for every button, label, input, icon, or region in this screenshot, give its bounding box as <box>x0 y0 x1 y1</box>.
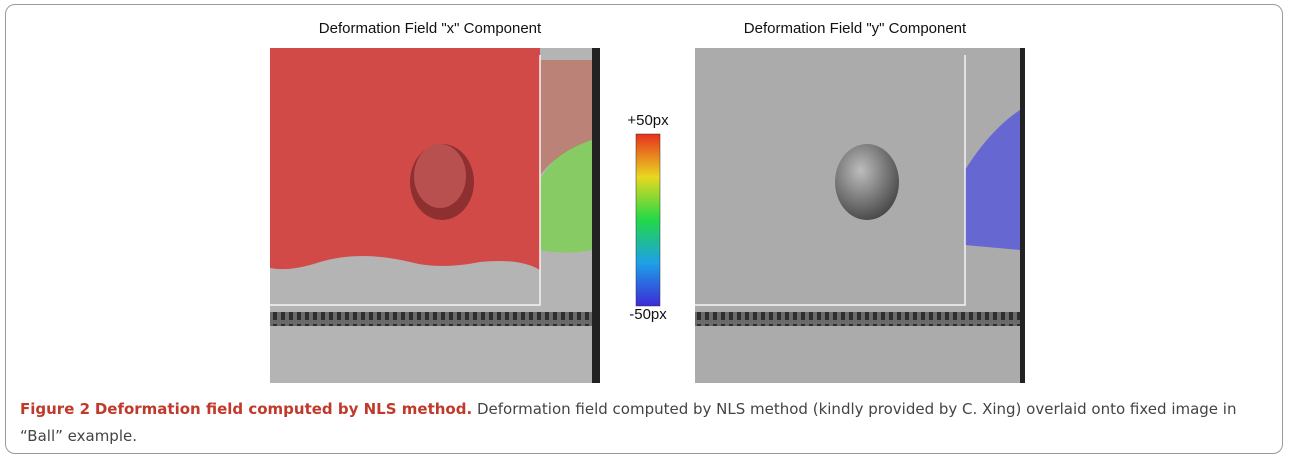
figure-graphics <box>0 0 1290 459</box>
page: Deformation Field "x" Component Deformat… <box>0 0 1290 459</box>
caption-title: Deformation field computed by NLS method… <box>95 400 472 418</box>
colorbar <box>636 134 660 306</box>
caption-label: Figure 2 <box>20 400 90 418</box>
right-image <box>695 48 1025 383</box>
caption: Figure 2 Deformation field computed by N… <box>20 396 1260 450</box>
colorbar-min-label: -50px <box>608 306 688 323</box>
colorbar-max-label: +50px <box>608 112 688 129</box>
left-image <box>270 48 600 383</box>
